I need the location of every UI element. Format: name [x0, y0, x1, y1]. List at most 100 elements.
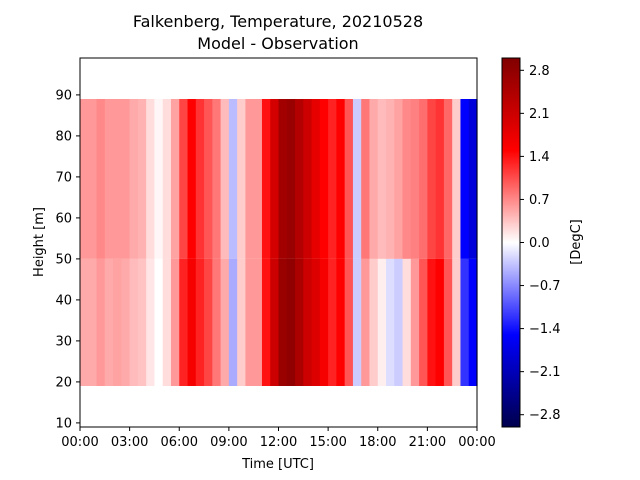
heatmap-cell	[460, 258, 470, 386]
heatmap-cell	[386, 258, 395, 386]
heatmap-cell	[369, 258, 379, 386]
heatmap-cell	[427, 99, 437, 259]
heatmap-cell	[377, 258, 387, 386]
y-tick-label: 50	[55, 252, 72, 267]
heatmap-cell	[253, 258, 263, 386]
heatmap-cell	[377, 99, 387, 259]
heatmap-cell	[278, 99, 288, 259]
heatmap-cell	[303, 99, 313, 259]
heatmap-cell	[179, 99, 189, 259]
heatmap-cell	[162, 99, 172, 259]
heatmap-cell	[187, 258, 197, 386]
heatmap-cell	[402, 258, 412, 386]
heatmap-cell	[386, 99, 395, 259]
heatmap-cell	[419, 99, 428, 259]
colorbar-tick-label: −2.8	[529, 408, 561, 423]
x-tick-label: 03:00	[111, 435, 148, 450]
heatmap-cell	[129, 258, 139, 386]
heatmap-cell	[162, 258, 172, 386]
heatmap-cell	[311, 99, 321, 259]
heatmap-cell	[410, 99, 420, 259]
y-tick-label: 70	[55, 170, 72, 185]
heatmap-cell	[427, 258, 437, 386]
heatmap-cell	[435, 258, 445, 386]
heatmap-cell	[245, 99, 255, 259]
heatmap-cell	[270, 258, 280, 386]
heatmap-cell	[361, 258, 371, 386]
heatmap-cell	[419, 258, 428, 386]
heatmap-cell	[352, 258, 362, 386]
heatmap-cell	[328, 258, 337, 386]
heatmap-cell	[195, 258, 205, 386]
x-tick-label: 00:00	[458, 435, 495, 450]
heatmap-cell	[137, 99, 147, 259]
heatmap-cell	[179, 258, 189, 386]
heatmap-cell	[146, 258, 156, 386]
x-tick-label: 09:00	[210, 435, 247, 450]
y-tick-label: 40	[55, 293, 72, 308]
heatmap-cell	[154, 99, 164, 259]
heatmap-cell	[468, 258, 478, 386]
heatmap-cell	[146, 99, 156, 259]
heatmap-cell	[245, 258, 255, 386]
heatmap-cell	[468, 99, 478, 259]
y-tick-label: 60	[55, 211, 72, 226]
heatmap-cell	[96, 258, 106, 386]
y-tick-label: 80	[55, 129, 72, 144]
heatmap-cell	[394, 99, 404, 259]
heatmap-cell	[212, 99, 222, 259]
heatmap-cell	[187, 99, 197, 259]
heatmap-cell	[220, 99, 230, 259]
heatmap-cell	[104, 258, 114, 386]
chart-title: Falkenberg, Temperature, 20210528	[133, 12, 423, 31]
heatmap-cell	[443, 99, 453, 259]
heatmap-cell	[121, 258, 131, 386]
heatmap-cell	[137, 258, 147, 386]
heatmap-cell	[435, 99, 445, 259]
colorbar-tick-label: 1.4	[529, 150, 550, 165]
y-tick-label: 10	[55, 416, 72, 431]
heatmap-cell	[402, 99, 412, 259]
heatmap-cell	[361, 99, 371, 259]
heatmap-cell	[319, 258, 329, 386]
heatmap-cell	[460, 99, 470, 259]
heatmap-cell	[170, 258, 180, 386]
heatmap-cell	[129, 99, 139, 259]
heatmap-cell	[261, 258, 271, 386]
heatmap-cell	[295, 258, 304, 386]
heatmap-cell	[270, 99, 280, 259]
chart-subtitle: Model - Observation	[197, 34, 358, 53]
colorbar-tick-label: −1.4	[529, 322, 561, 337]
heatmap-cell	[452, 99, 462, 259]
heatmap-cell	[80, 258, 89, 386]
heatmap-cell	[154, 258, 164, 386]
heatmap-cell	[253, 99, 263, 259]
heatmap-cell	[261, 99, 271, 259]
heatmap-cell	[121, 99, 131, 259]
heatmap-cell	[278, 258, 288, 386]
colorbar-tick-label: −0.7	[529, 279, 561, 294]
colorbar	[501, 57, 521, 428]
heatmap-cell	[286, 99, 296, 259]
x-tick-label: 00:00	[61, 435, 98, 450]
colorbar-tick-label: 2.1	[529, 107, 550, 122]
heatmap-cell	[204, 258, 213, 386]
colorbar-tick-label: 0.0	[529, 236, 550, 251]
heatmap-cell	[237, 258, 247, 386]
x-tick-label: 12:00	[260, 435, 297, 450]
heatmap-cell	[113, 99, 122, 259]
heatmap-cell	[286, 258, 296, 386]
heatmap-cell	[394, 258, 404, 386]
y-tick-label: 30	[55, 334, 72, 349]
heatmap-cell	[295, 99, 304, 259]
colorbar-tick-label: 0.7	[529, 193, 550, 208]
heatmap-cell	[195, 99, 205, 259]
heatmap-field	[80, 99, 478, 386]
heatmap-cell	[352, 99, 362, 259]
heatmap-cell	[303, 258, 313, 386]
heatmap-cell	[212, 258, 222, 386]
y-axis-label: Height [m]	[32, 207, 47, 277]
x-tick-label: 21:00	[409, 435, 446, 450]
colorbar-label: [DegC]	[569, 219, 584, 264]
heatmap-cell	[311, 258, 321, 386]
